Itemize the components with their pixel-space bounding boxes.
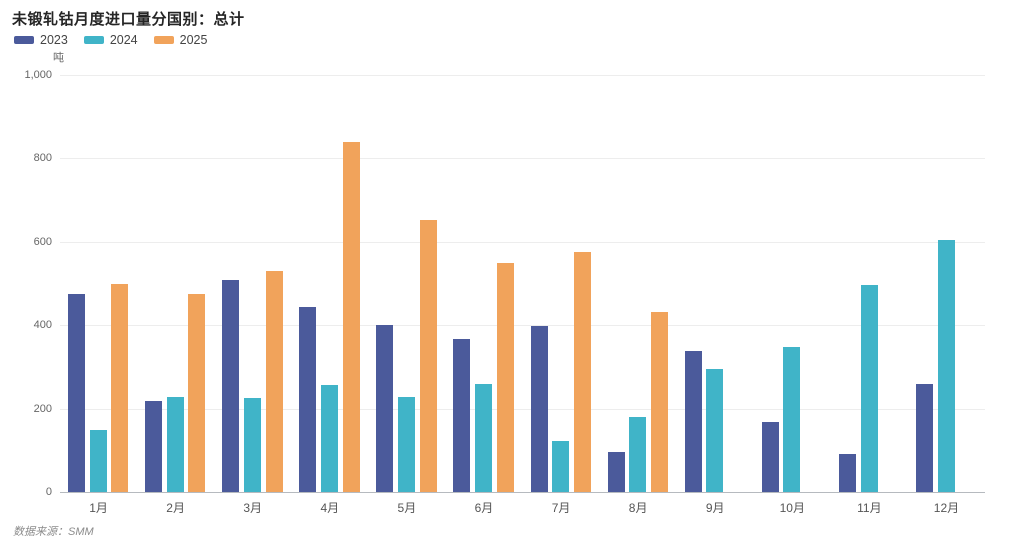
x-axis-labels: 1月 2月 3月 4月 5月 6月 7月 8月 9月 10月 11月 12月	[60, 499, 985, 515]
bar-group-8月	[600, 75, 677, 492]
gridline-600	[60, 241, 985, 243]
bar-2025-3月[interactable]	[265, 271, 283, 492]
x-axis-label-11月: 11月	[857, 501, 882, 515]
bar-2025-8月[interactable]	[650, 311, 668, 492]
bar-2023-9月[interactable]	[684, 351, 702, 492]
x-axis-label-3月: 3月	[243, 501, 263, 515]
x-axis-label-10月: 10月	[779, 501, 805, 515]
bar-2023-3月[interactable]	[222, 280, 240, 492]
y-axis-tick-label: 600	[33, 235, 52, 248]
bar-2025-5月[interactable]	[419, 220, 437, 492]
x-axis-label-2月: 2月	[166, 501, 185, 515]
bar-2024-7月[interactable]	[552, 441, 570, 492]
y-axis-tick-label: 800	[33, 152, 52, 165]
y-axis-tick-label: 400	[33, 319, 52, 332]
bar-group-6月	[445, 75, 522, 492]
y-axis-tick-label: 0	[45, 486, 52, 498]
legend-label-2025: 2025	[179, 33, 208, 47]
bar-group-3月	[214, 75, 291, 492]
bar-2024-9月[interactable]	[706, 369, 724, 492]
bar-group-9月	[677, 75, 754, 492]
y-axis-tick-label: 1,000	[24, 69, 52, 81]
x-axis-label-6月: 6月	[474, 501, 494, 515]
bar-group-2月	[137, 75, 214, 492]
bar-2024-1月[interactable]	[89, 430, 107, 492]
bar-2023-6月[interactable]	[453, 338, 471, 492]
bar-group-5月	[368, 75, 445, 492]
bar-2023-5月[interactable]	[376, 325, 394, 492]
bar-2025-7月[interactable]	[573, 252, 591, 492]
legend-label-2024: 2024	[109, 33, 138, 47]
bar-2024-6月[interactable]	[475, 383, 493, 492]
chart-title: 未锻轧钴月度进口量分国别：总计	[12, 11, 245, 28]
bar-2023-4月[interactable]	[299, 307, 317, 492]
bar-2024-11月[interactable]	[860, 284, 878, 492]
bar-2025-1月[interactable]	[111, 283, 129, 492]
legend-label-2023: 2023	[40, 33, 68, 47]
legend: 2023 2024 2025	[14, 33, 207, 47]
bar-2023-10月[interactable]	[761, 422, 779, 492]
data-source: 数据来源：SMM	[13, 526, 94, 538]
gridline-200	[60, 408, 985, 410]
bar-2023-8月[interactable]	[607, 452, 625, 492]
bar-2024-5月[interactable]	[398, 396, 416, 492]
bar-2024-2月[interactable]	[166, 397, 184, 492]
bar-2023-12月[interactable]	[915, 383, 933, 492]
x-axis-label-5月: 5月	[397, 501, 417, 515]
bar-group-11月	[831, 75, 908, 492]
bar-group-4月	[291, 75, 368, 492]
bar-2023-11月[interactable]	[838, 454, 856, 492]
x-axis-label-9月: 9月	[705, 501, 725, 515]
x-axis-label-4月: 4月	[320, 501, 340, 515]
bar-2025-4月[interactable]	[342, 141, 360, 492]
bar-2023-2月[interactable]	[145, 401, 163, 492]
bar-2024-12月[interactable]	[937, 239, 955, 492]
bar-2024-8月[interactable]	[629, 416, 647, 492]
bar-2025-2月[interactable]	[188, 293, 206, 492]
x-axis-label-12月: 12月	[933, 501, 960, 515]
legend-swatch-2023-icon	[14, 36, 34, 44]
plot-area	[60, 75, 985, 493]
gridline-1000	[60, 75, 985, 76]
y-axis-unit-label: 吨	[53, 52, 64, 64]
legend-item-2024[interactable]: 2024	[83, 33, 138, 47]
bar-2024-4月[interactable]	[320, 384, 338, 492]
bar-group-7月	[523, 75, 600, 492]
gridline-400	[60, 325, 985, 327]
bar-2024-3月[interactable]	[243, 398, 261, 492]
legend-item-2023[interactable]: 2023	[14, 33, 68, 47]
bar-2023-7月[interactable]	[530, 326, 548, 492]
bar-2023-1月[interactable]	[68, 293, 85, 492]
bar-group-12月	[908, 75, 985, 492]
bar-2024-10月[interactable]	[783, 346, 801, 492]
y-axis-tick-label: 200	[33, 402, 52, 415]
x-axis-label-7月: 7月	[551, 501, 571, 515]
legend-swatch-2025-icon	[153, 36, 174, 44]
bar-2025-6月[interactable]	[496, 263, 514, 492]
legend-item-2025[interactable]: 2025	[153, 33, 208, 47]
x-axis-label-8月: 8月	[628, 501, 648, 515]
legend-swatch-2024-icon	[83, 36, 104, 44]
x-axis-label-1月: 1月	[89, 501, 108, 515]
gridline-800	[60, 158, 985, 160]
bar-group-10月	[754, 75, 831, 492]
bar-group-1月	[60, 75, 137, 492]
